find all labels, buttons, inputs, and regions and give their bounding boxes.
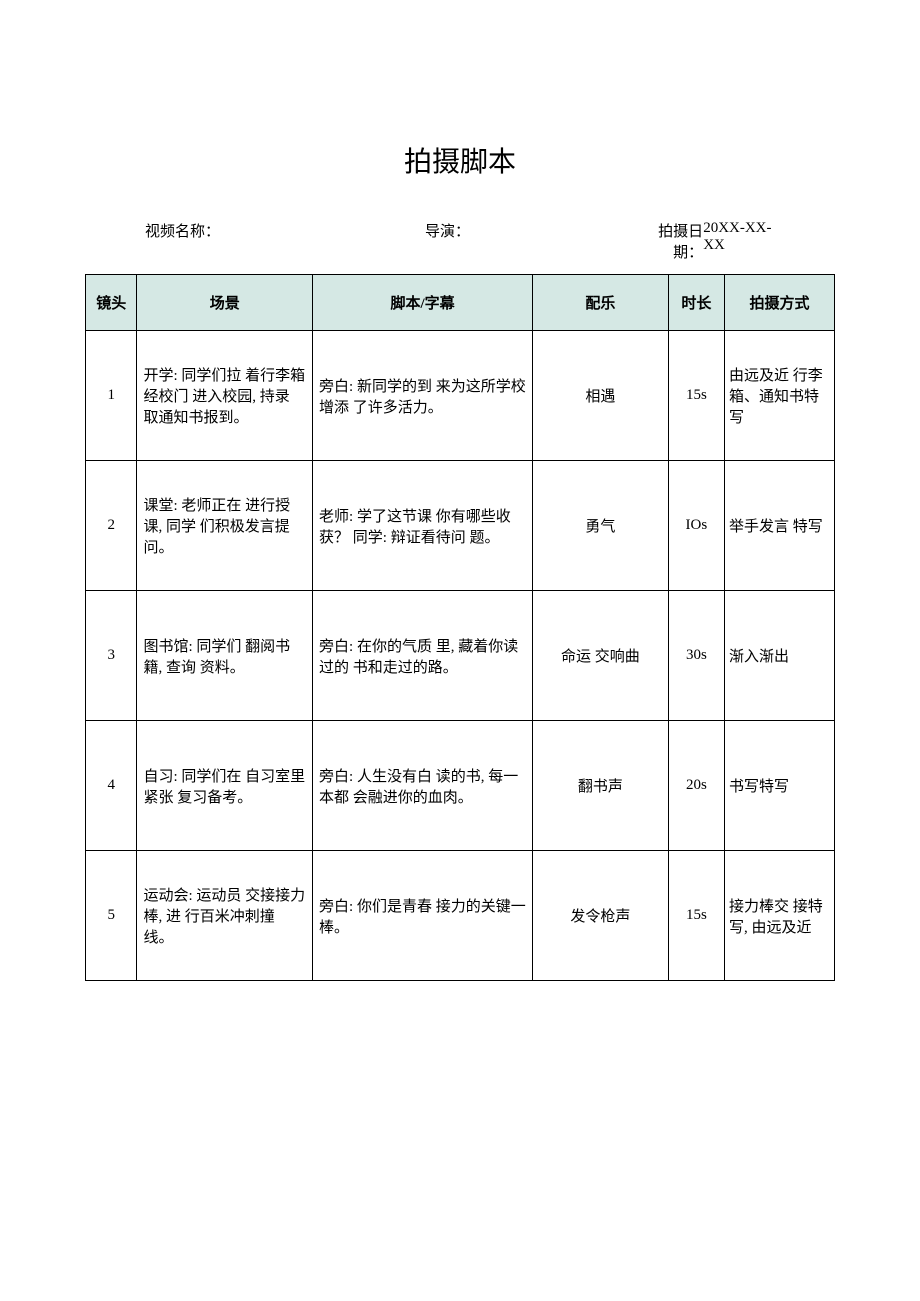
- cell-scene: 自习: 同学们在 自习室里紧张 复习备考。: [137, 721, 313, 851]
- meta-director: 导演：: [425, 220, 635, 262]
- table-row: 3图书馆: 同学们 翻阅书籍, 查询 资料。旁白: 在你的气质 里, 藏着你读过…: [86, 591, 835, 721]
- page-title: 拍摄脚本: [85, 140, 835, 180]
- cell-music: 相遇: [533, 331, 669, 461]
- cell-script: 旁白: 你们是青春 接力的关键一棒。: [313, 851, 533, 981]
- cell-duration: 20s: [668, 721, 724, 851]
- table-header-row: 镜头 场景 脚本/字幕 配乐 时长 拍摄方式: [86, 275, 835, 331]
- table-row: 4自习: 同学们在 自习室里紧张 复习备考。旁白: 人生没有白 读的书, 每一本…: [86, 721, 835, 851]
- table-row: 2课堂: 老师正在 进行授课, 同学 们积极发言提 问。老师: 学了这节课 你有…: [86, 461, 835, 591]
- col-header-scene: 场景: [137, 275, 313, 331]
- cell-music: 发令枪声: [533, 851, 669, 981]
- video-name-label: 视频名称：: [145, 220, 220, 262]
- cell-duration: IOs: [668, 461, 724, 591]
- cell-duration: 15s: [668, 331, 724, 461]
- cell-shot: 5: [86, 851, 137, 981]
- meta-date: 拍摄日期： 20XX-XX-XX: [635, 220, 785, 262]
- script-table: 镜头 场景 脚本/字幕 配乐 时长 拍摄方式 1开学: 同学们拉 着行李箱经校门…: [85, 274, 835, 981]
- col-header-music: 配乐: [533, 275, 669, 331]
- table-body: 1开学: 同学们拉 着行李箱经校门 进入校园, 持录 取通知书报到。旁白: 新同…: [86, 331, 835, 981]
- cell-scene: 运动会: 运动员 交接接力棒, 进 行百米冲刺撞 线。: [137, 851, 313, 981]
- cell-duration: 15s: [668, 851, 724, 981]
- cell-music: 翻书声: [533, 721, 669, 851]
- cell-script: 旁白: 人生没有白 读的书, 每一本都 会融进你的血肉。: [313, 721, 533, 851]
- cell-shot: 1: [86, 331, 137, 461]
- cell-method: 由远及近 行李箱、通知书特 写: [724, 331, 834, 461]
- cell-shot: 4: [86, 721, 137, 851]
- cell-method: 举手发言 特写: [724, 461, 834, 591]
- cell-scene: 课堂: 老师正在 进行授课, 同学 们积极发言提 问。: [137, 461, 313, 591]
- date-label: 拍摄日期：: [635, 220, 703, 262]
- cell-shot: 2: [86, 461, 137, 591]
- cell-duration: 30s: [668, 591, 724, 721]
- cell-script: 旁白: 新同学的到 来为这所学校增添 了许多活力。: [313, 331, 533, 461]
- meta-video-name: 视频名称：: [145, 220, 425, 262]
- cell-scene: 图书馆: 同学们 翻阅书籍, 查询 资料。: [137, 591, 313, 721]
- col-header-duration: 时长: [668, 275, 724, 331]
- meta-row: 视频名称： 导演： 拍摄日期： 20XX-XX-XX: [85, 220, 835, 262]
- cell-method: 接力棒交 接特写, 由远及近: [724, 851, 834, 981]
- cell-shot: 3: [86, 591, 137, 721]
- col-header-script: 脚本/字幕: [313, 275, 533, 331]
- cell-method: 渐入渐出: [724, 591, 834, 721]
- director-label: 导演：: [425, 220, 470, 262]
- col-header-method: 拍摄方式: [724, 275, 834, 331]
- date-value: 20XX-XX-XX: [703, 220, 785, 262]
- table-row: 1开学: 同学们拉 着行李箱经校门 进入校园, 持录 取通知书报到。旁白: 新同…: [86, 331, 835, 461]
- cell-method: 书写特写: [724, 721, 834, 851]
- cell-script: 旁白: 在你的气质 里, 藏着你读过的 书和走过的路。: [313, 591, 533, 721]
- table-row: 5运动会: 运动员 交接接力棒, 进 行百米冲刺撞 线。旁白: 你们是青春 接力…: [86, 851, 835, 981]
- cell-script: 老师: 学了这节课 你有哪些收获？ 同学: 辩证看待问 题。: [313, 461, 533, 591]
- col-header-shot: 镜头: [86, 275, 137, 331]
- cell-scene: 开学: 同学们拉 着行李箱经校门 进入校园, 持录 取通知书报到。: [137, 331, 313, 461]
- cell-music: 勇气: [533, 461, 669, 591]
- cell-music: 命运 交响曲: [533, 591, 669, 721]
